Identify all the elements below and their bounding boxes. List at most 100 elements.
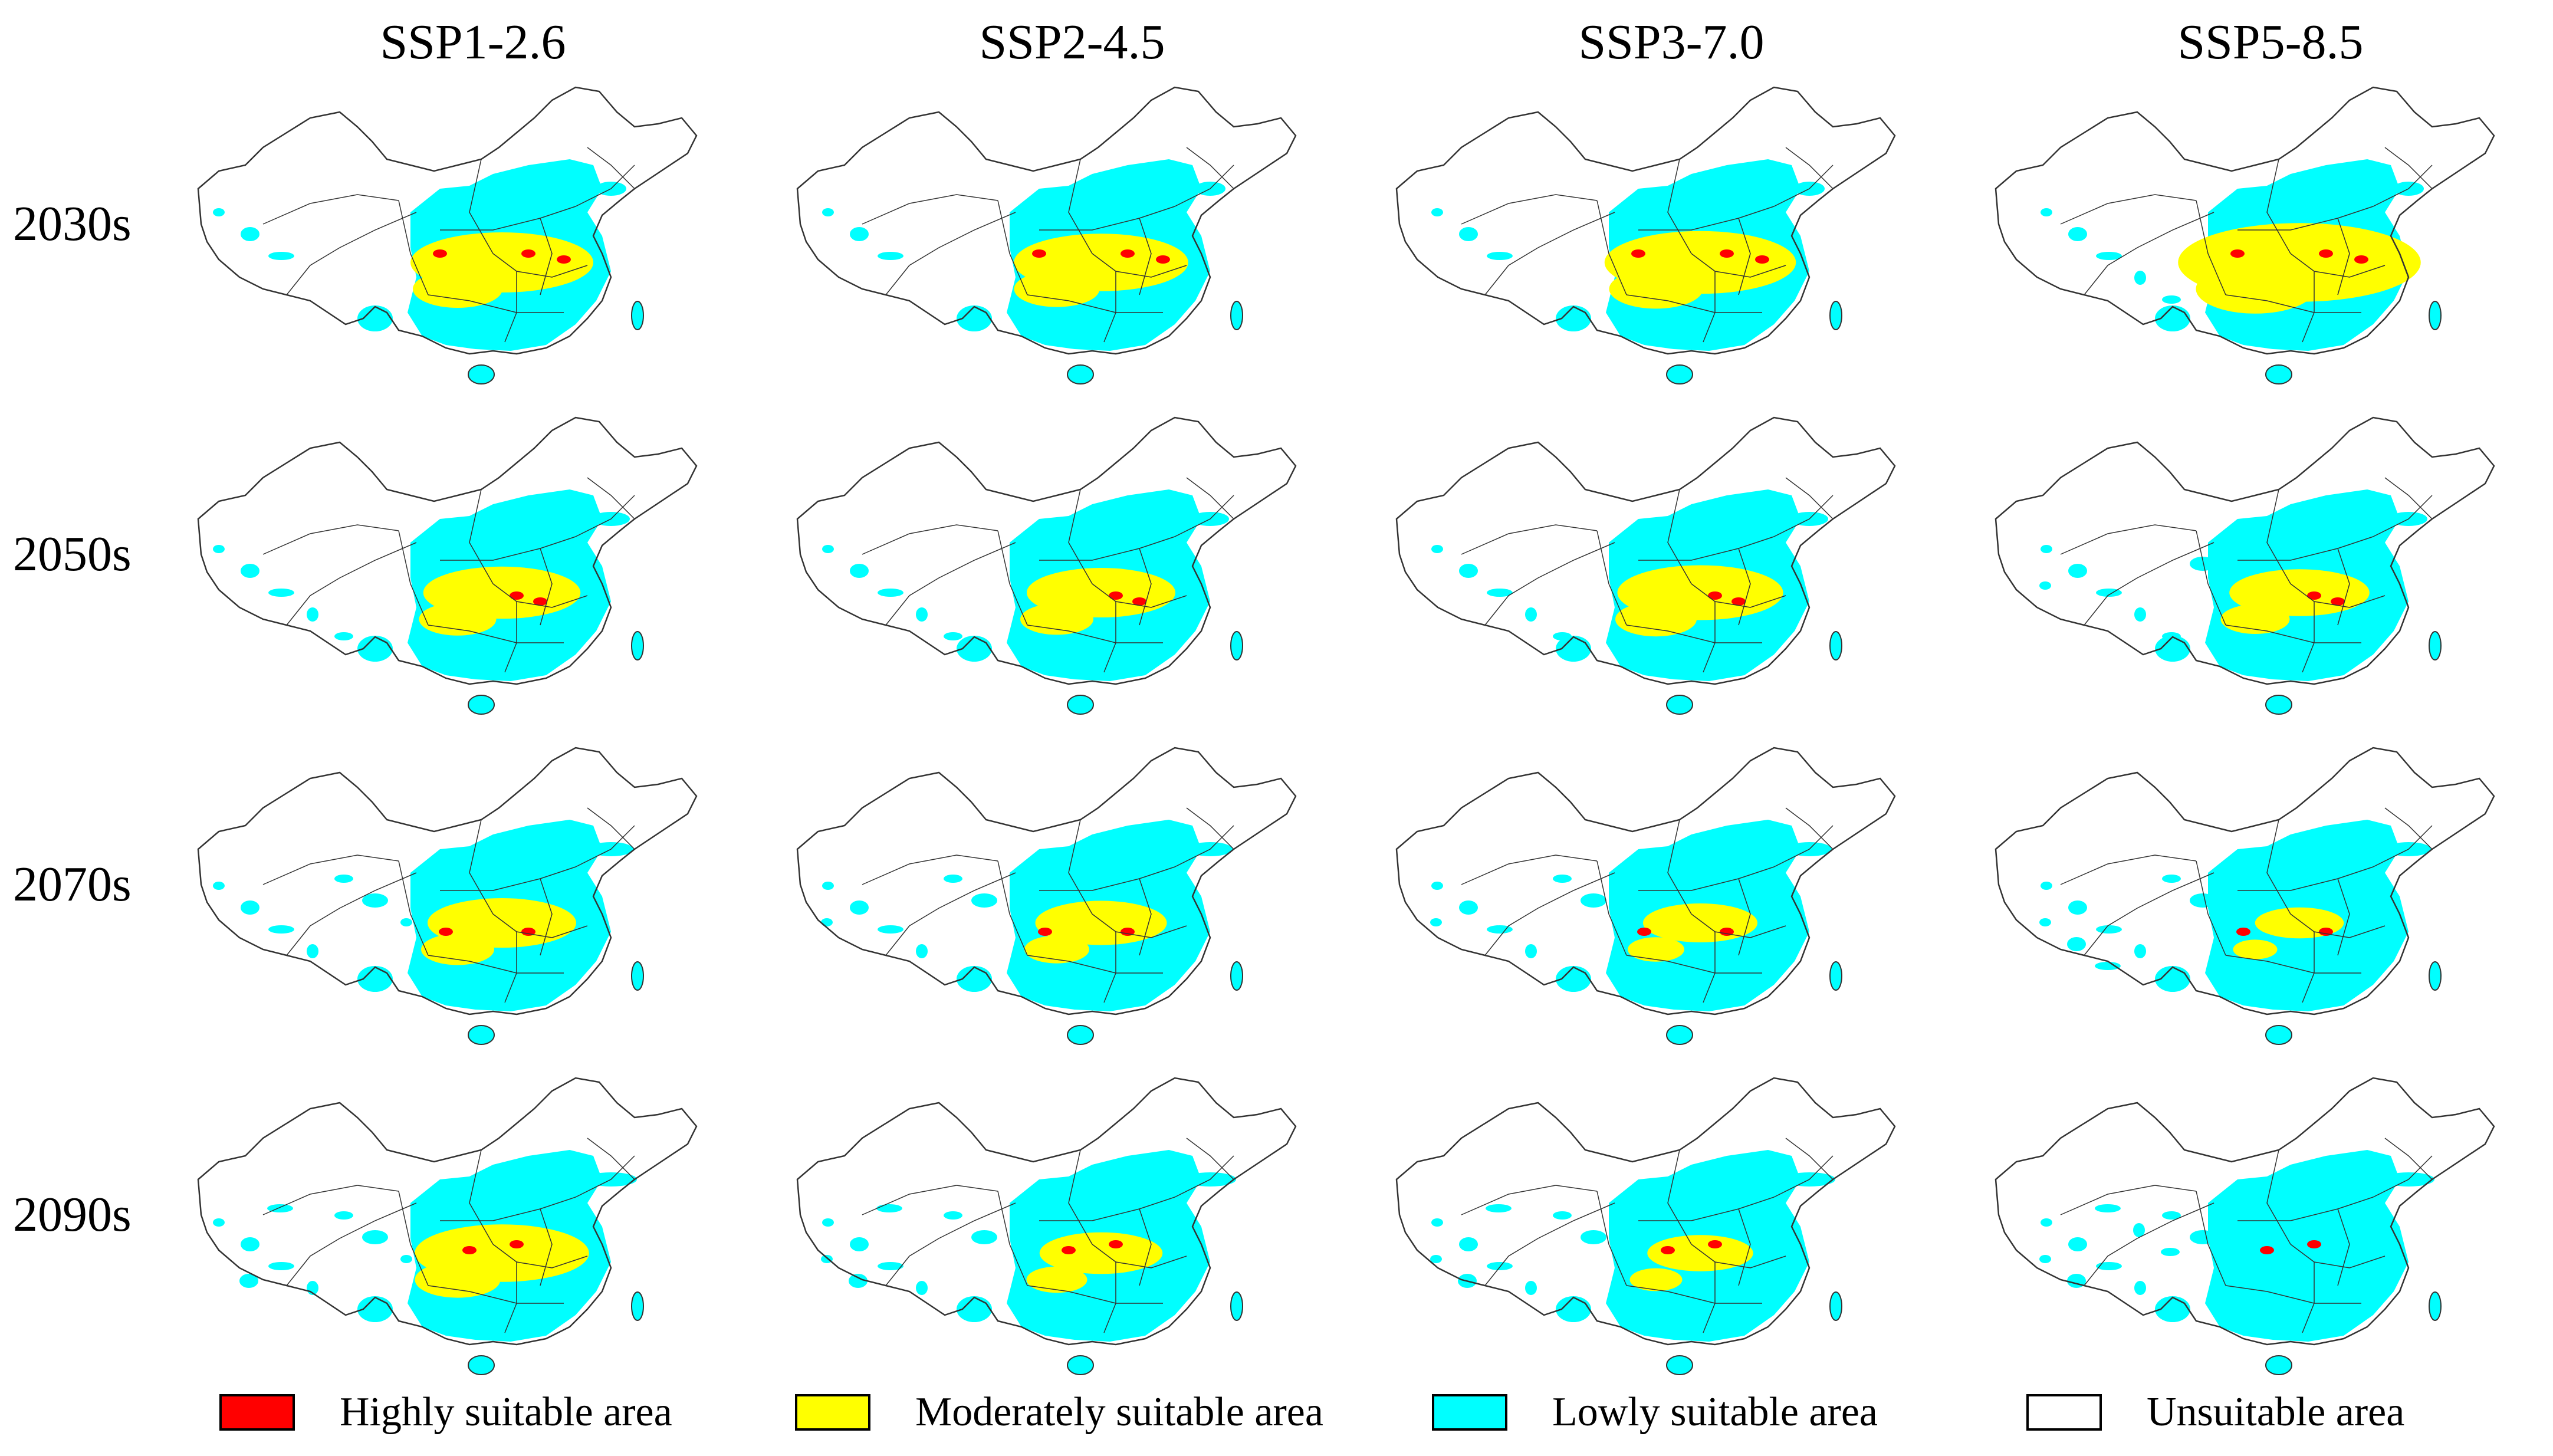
map-svg (1995, 416, 2495, 715)
province-border (575, 1155, 635, 1198)
island-region (1230, 631, 1243, 660)
lowly-suitable-patch (2155, 966, 2190, 992)
province-border (587, 807, 635, 850)
lowly-suitable-patch (334, 632, 353, 640)
province-border (1484, 872, 1615, 956)
province-border (1626, 955, 1762, 974)
lowly-suitable-patch (878, 1262, 903, 1270)
province-border (1626, 625, 1762, 643)
province-border (1461, 194, 1598, 225)
province-border (1773, 825, 1834, 867)
province-border (540, 548, 553, 626)
legend-label-lowly: Lowly suitable area (1552, 1389, 1878, 1435)
province-border (2196, 860, 2226, 956)
moderately-suitable-region (1024, 935, 1089, 964)
province-border (2225, 294, 2361, 313)
highly-suitable-spot (1062, 1246, 1076, 1254)
legend-item-highly: Highly suitable area (219, 1386, 672, 1439)
province-border (2384, 807, 2433, 850)
legend-label-highly: Highly suitable area (340, 1389, 672, 1435)
lowly-suitable-patch (307, 607, 318, 622)
island-region (1666, 1025, 1693, 1045)
legend-item-lowly: Lowly suitable area (1432, 1386, 1878, 1439)
province-border (1092, 913, 1187, 938)
map-svg (1395, 747, 1896, 1045)
province-border (1638, 536, 1775, 561)
lowly-suitable-patch (268, 925, 294, 934)
moderately-suitable-region (415, 1261, 501, 1298)
lowly-suitable-patch (1581, 893, 1606, 908)
province-border (1638, 866, 1775, 891)
province-border (428, 955, 564, 974)
lowly-suitable-patch (1430, 1255, 1442, 1263)
province-border (587, 477, 635, 520)
moderately-suitable-region (1647, 1235, 1753, 1271)
province-border (540, 218, 553, 295)
province-border (1596, 530, 1627, 626)
province-border (1667, 1149, 1692, 1245)
lowly-suitable-patch (878, 589, 903, 597)
lowly-suitable-patch (2134, 1281, 2146, 1295)
column-header-ssp245: SSP2-4.5 (979, 15, 1165, 70)
lowly-suitable-patch (2134, 607, 2146, 622)
province-border (885, 1202, 1016, 1286)
island-region (2429, 1291, 2442, 1321)
map-svg (197, 1077, 698, 1375)
province-border (997, 530, 1028, 626)
highly-suitable-spot (521, 249, 535, 258)
province-border (2266, 489, 2291, 584)
province-border (398, 200, 429, 295)
island-region (1067, 1355, 1094, 1375)
island-region (1829, 961, 1842, 991)
map-panel-2070s-SSP3-7.0 (1361, 737, 1933, 1067)
island-region (1666, 1355, 1693, 1375)
highly-suitable-spot (2319, 928, 2333, 936)
province-border (1461, 524, 1598, 555)
moderately-suitable-region (1615, 602, 1697, 637)
province-border (286, 1202, 417, 1286)
province-border (1667, 819, 1692, 915)
legend-swatch-moderately (795, 1394, 870, 1431)
province-border (1027, 625, 1163, 643)
lowly-suitable-patch (268, 1262, 294, 1270)
lowly-suitable-patch (2155, 305, 2190, 331)
province-border (2290, 253, 2386, 278)
lowly-suitable-patch (334, 875, 353, 883)
moderately-suitable-region (1035, 900, 1167, 945)
island-region (1230, 1291, 1243, 1321)
lowly-suitable-patch (1430, 918, 1442, 926)
province-border (286, 872, 417, 956)
moderately-suitable-region (1643, 903, 1757, 942)
legend-label-moderately: Moderately suitable area (915, 1389, 1323, 1435)
province-border (469, 489, 494, 584)
lowly-suitable-patch (971, 893, 997, 908)
province-border (492, 913, 588, 938)
island-region (2429, 631, 2442, 660)
province-border (1738, 1208, 1751, 1286)
map-svg (1995, 1077, 2495, 1375)
province-border (2084, 1202, 2214, 1286)
lowly-suitable-patch (821, 918, 833, 926)
province-border (440, 1197, 576, 1221)
island-region (1067, 1025, 1094, 1045)
province-border (587, 1138, 635, 1180)
highly-suitable-spot (1637, 928, 1651, 936)
legend-item-unsuitable: Unsuitable area (2026, 1386, 2404, 1439)
moderately-suitable-region (1014, 271, 1100, 307)
province-border (2337, 218, 2350, 295)
lowly-suitable-patch (2161, 1248, 2180, 1256)
lowly-suitable-patch (1487, 252, 1513, 260)
province-border (1773, 1155, 1834, 1198)
province-border (1039, 206, 1175, 231)
highly-suitable-spot (1038, 928, 1052, 936)
island-region (468, 695, 495, 715)
province-border (1174, 825, 1234, 867)
lowly-suitable-patch (362, 893, 388, 908)
province-border (1174, 1155, 1234, 1198)
province-border (997, 1191, 1028, 1286)
province-border (1738, 878, 1751, 956)
lowly-suitable-patch (2190, 557, 2216, 571)
province-border (575, 495, 635, 537)
province-border (2225, 955, 2361, 974)
province-border (1068, 819, 1093, 915)
